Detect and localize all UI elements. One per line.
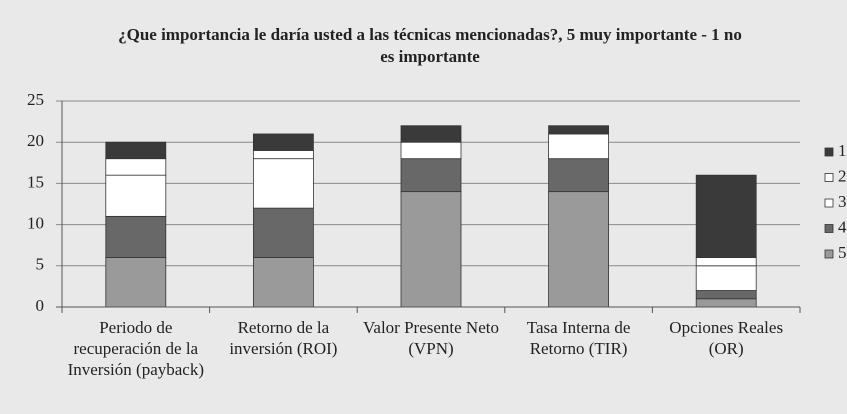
bar-segment xyxy=(252,133,314,151)
bar-segment xyxy=(695,298,757,308)
legend-label: 1 xyxy=(838,141,847,160)
bar-segment xyxy=(695,265,757,291)
bar-segment xyxy=(252,207,314,258)
x-tick-label: Periodo de recuperación de la Inversión (p… xyxy=(68,318,204,379)
legend-swatch xyxy=(824,173,834,182)
x-tick-label: Valor Presente Neto (VPN) xyxy=(363,318,499,358)
legend-label: 4 xyxy=(838,217,847,236)
legend-label: 2 xyxy=(838,166,847,185)
bar-segment xyxy=(548,133,609,160)
y-tick-label: 10 xyxy=(27,214,44,233)
bar-segment xyxy=(105,141,167,160)
bar-segment xyxy=(548,125,609,135)
bar-segment xyxy=(105,215,167,258)
bar-segment xyxy=(400,158,462,193)
legend-label: 5 xyxy=(838,243,847,262)
bar-segment xyxy=(252,150,314,160)
legend-swatch xyxy=(824,224,834,233)
y-tick-label: 25 xyxy=(27,90,44,109)
legend-swatch xyxy=(824,147,834,157)
bar-segment xyxy=(105,257,167,308)
bar-segment xyxy=(548,191,609,308)
x-tick-label: Retorno de la inversión (ROI) xyxy=(229,318,337,358)
legend-swatch xyxy=(824,198,834,208)
bar-segment xyxy=(695,257,757,267)
bar-segment xyxy=(548,158,609,193)
x-tick-label: Tasa Interna de Retorno (TIR) xyxy=(527,318,631,358)
y-tick-label: 20 xyxy=(27,131,44,150)
bar-segment xyxy=(695,174,757,258)
legend-swatch xyxy=(824,249,834,259)
bar-segment xyxy=(400,191,462,308)
y-tick-label: 15 xyxy=(27,172,44,191)
chart-title: ¿Que importancia le daría usted a las té… xyxy=(118,25,742,66)
x-tick-label: Opciones Reales (OR) xyxy=(669,318,783,358)
bar-segment xyxy=(252,158,314,209)
bar-segment xyxy=(105,158,167,176)
bar-segment xyxy=(252,257,314,308)
y-tick-label: 5 xyxy=(36,255,45,274)
y-tick-label: 0 xyxy=(36,296,45,315)
bar-segment xyxy=(105,174,167,217)
legend-label: 3 xyxy=(838,192,847,211)
bar-segment xyxy=(400,141,462,160)
bar-segment xyxy=(400,125,462,143)
bar-segment xyxy=(695,290,757,300)
